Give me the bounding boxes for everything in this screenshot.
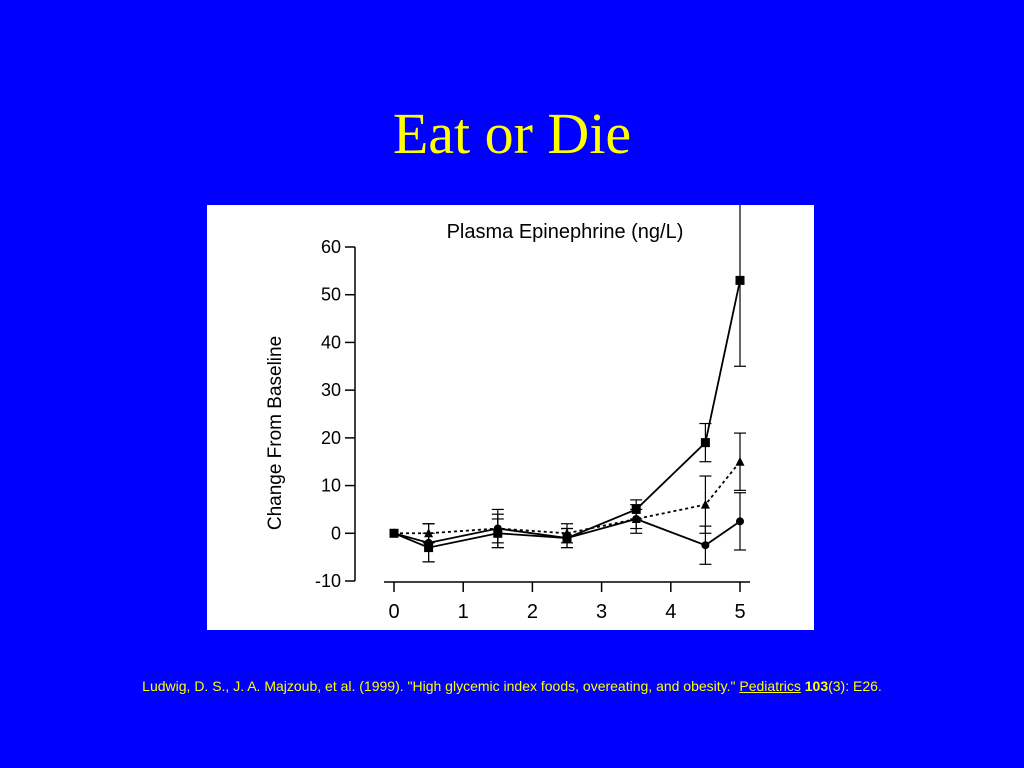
plot-area: -10 0 10 20 30 40 50 60 0 1 2 3 4 5	[315, 205, 750, 623]
y-tick-label: 50	[321, 285, 341, 305]
y-tick-label: -10	[315, 571, 341, 591]
y-tick-label: 40	[321, 332, 341, 352]
citation-end: .	[877, 678, 882, 694]
series-2-line	[394, 461, 741, 535]
series-3-point	[493, 524, 502, 533]
citation-volume: 103	[804, 678, 829, 694]
series-3-point	[390, 529, 398, 538]
series-3-point	[632, 514, 641, 523]
chart-svg: Plasma Epinephrine (ng/L) Change From Ba…	[265, 205, 750, 623]
y-tick-label: 20	[321, 428, 341, 448]
slide-title: Eat or Die	[392, 101, 632, 166]
y-tick-label: 10	[321, 476, 341, 496]
y-tick-label: 0	[331, 523, 341, 543]
x-tick-label: 2	[527, 601, 538, 623]
series-1-line	[393, 280, 741, 549]
series-2-point	[735, 456, 745, 466]
x-tick-label: 4	[665, 601, 676, 623]
x-tick-label: 3	[596, 601, 607, 623]
citation-journal-link[interactable]: Pediatrics	[739, 678, 801, 694]
x-tick-label: 1	[458, 601, 469, 623]
x-tick-label: 0	[388, 601, 399, 623]
citation-pages: E26	[853, 678, 878, 694]
citation-authors-title: Ludwig, D. S., J. A. Majzoub, et al. (19…	[142, 678, 736, 694]
citation: Ludwig, D. S., J. A. Majzoub, et al. (19…	[0, 676, 1024, 696]
chart-title: Plasma Epinephrine (ng/L)	[447, 221, 684, 243]
series-1-point	[735, 275, 745, 285]
y-axis-label: Change From Baseline	[265, 336, 286, 530]
series-1-point	[700, 438, 710, 448]
series-2-point	[700, 499, 710, 509]
y-tick-label: 30	[321, 380, 341, 400]
series-3-point	[736, 517, 744, 526]
y-tick-label: 60	[321, 237, 341, 257]
series-3-point	[701, 541, 710, 550]
citation-issue: (3):	[828, 678, 850, 694]
series-3-point	[563, 534, 571, 543]
series-3-point	[424, 538, 433, 547]
chart-figure: Plasma Epinephrine (ng/L) Change From Ba…	[207, 205, 814, 630]
x-tick-label: 5	[734, 601, 745, 623]
